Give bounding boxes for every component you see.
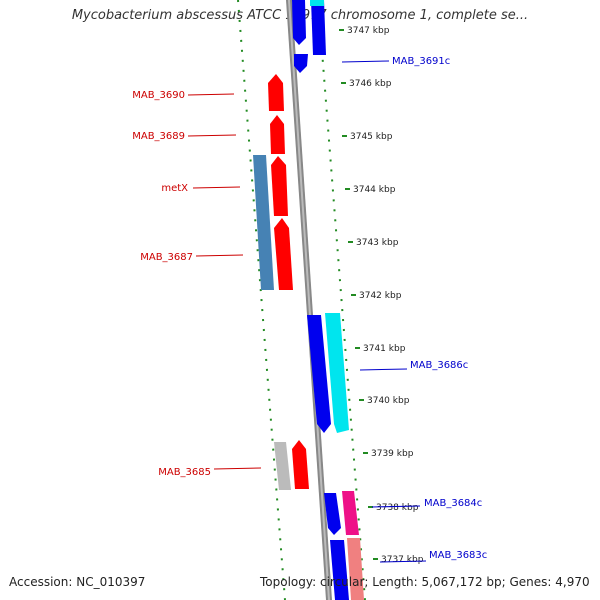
genome-summary-text: Topology: circular; Length: 5,067,172 bp… [260, 575, 590, 589]
gene-mab-3687[interactable] [274, 218, 293, 290]
right-guide-line [317, 0, 366, 600]
ruler-label: 3738 kbp [376, 503, 419, 513]
rna-block [325, 313, 349, 433]
ruler-label: 3742 kbp [359, 291, 402, 301]
leader-line [371, 505, 421, 508]
chromosome-backbone-highlight [288, 0, 330, 600]
ruler-label: 3737 kbp [381, 555, 424, 565]
gene-block [253, 155, 274, 290]
gene-mab-3690[interactable] [268, 74, 284, 111]
gene-mab-3684c[interactable] [324, 491, 359, 535]
gene-label-left[interactable]: MAB_3687 [140, 252, 193, 263]
ruler-label: 3739 kbp [371, 449, 414, 459]
gene-arrow [292, 440, 309, 489]
ruler-label: 3745 kbp [350, 132, 393, 142]
ruler-label: 3743 kbp [356, 238, 399, 248]
gene-mab-3689[interactable] [270, 115, 285, 154]
ruler-label: 3740 kbp [367, 396, 410, 406]
gene-arrow [307, 315, 331, 433]
leader-line [359, 368, 408, 371]
gene-label-right[interactable]: MAB_3686c [410, 360, 468, 371]
gene-arrow [324, 493, 341, 535]
gene-label-right[interactable]: MAB_3691c [392, 56, 450, 67]
leader-line [187, 93, 235, 96]
gene-mab-3691c[interactable] [292, 0, 326, 73]
gene-block [347, 538, 364, 600]
gene-label-right[interactable]: MAB_3683c [429, 550, 487, 561]
right-gene-labels: MAB_3691c MAB_3686c MAB_3684c MAB_3683c [341, 56, 487, 563]
gene-mab-3683c[interactable] [330, 538, 364, 600]
gene-label-left[interactable]: MAB_3689 [132, 131, 185, 142]
leader-line [195, 254, 244, 257]
ruler-label: 3747 kbp [347, 26, 390, 36]
left-gene-labels: MAB_3690 MAB_3689 metX MAB_3687 MAB_3685 [132, 90, 262, 478]
gene-label-right[interactable]: MAB_3684c [424, 498, 482, 509]
gene-arrow [270, 115, 285, 154]
gene-block [274, 442, 291, 490]
leader-line [213, 467, 262, 470]
ruler-label: 3746 kbp [349, 79, 392, 89]
rna-block [310, 0, 324, 6]
gene-arrow [271, 156, 288, 216]
gene-arrow [292, 0, 306, 45]
leader-line [187, 134, 237, 137]
ruler-ticks [339, 29, 378, 560]
ruler-label: 3741 kbp [363, 344, 406, 354]
gene-arrow [330, 540, 349, 600]
ruler-labels: 3747 kbp 3746 kbp 3745 kbp 3744 kbp 3743 kbp… [347, 26, 424, 565]
leader-line [379, 560, 427, 563]
gene-label-left[interactable]: metX [161, 183, 188, 194]
left-guide-line [237, 0, 286, 600]
leader-line [341, 60, 390, 63]
gene-block [342, 491, 359, 535]
gene-mab-3685[interactable] [274, 440, 309, 490]
gene-arrow [274, 218, 293, 290]
gene-arrow [268, 74, 284, 111]
ruler-label: 3744 kbp [353, 185, 396, 195]
gene-metx[interactable] [253, 155, 288, 290]
gene-arrow [311, 0, 326, 55]
gene-label-left[interactable]: MAB_3685 [158, 467, 211, 478]
gene-arrow [294, 54, 308, 73]
leader-line [192, 186, 241, 189]
gene-mab-3686c[interactable] [307, 313, 349, 433]
gene-label-left[interactable]: MAB_3690 [132, 90, 185, 101]
accession-text: Accession: NC_010397 [9, 575, 146, 589]
